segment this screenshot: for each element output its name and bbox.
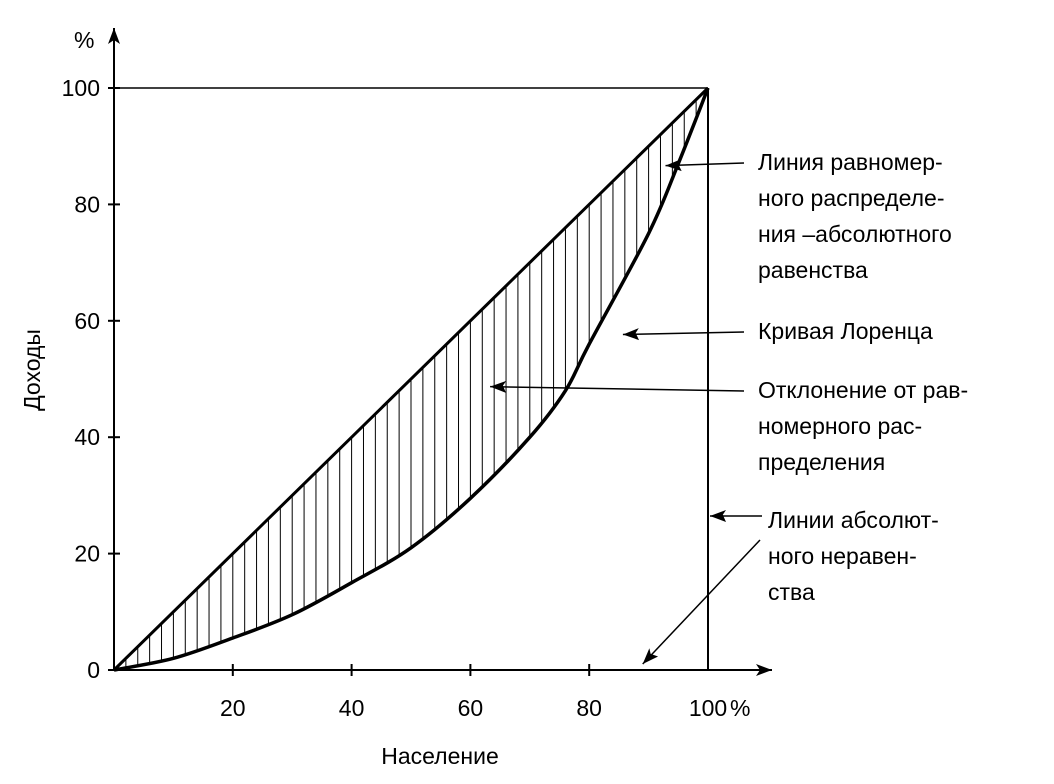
y-tick-label: 40 xyxy=(74,424,100,450)
y-tick-label: 0 xyxy=(87,657,100,683)
axes xyxy=(108,28,772,676)
deviation-annotation-arrow-head xyxy=(490,380,507,393)
x-axis-title: Население xyxy=(381,743,498,769)
equality-annotation-text: ного распределе- xyxy=(758,185,945,211)
inequality-annotation-arrow-horizontal xyxy=(642,539,761,665)
y-unit-label: % xyxy=(74,27,94,53)
y-tick-label: 20 xyxy=(74,541,100,567)
lorenz-annotation-text: Кривая Лоренца xyxy=(758,318,933,344)
inequality-annotation-arrow-vertical-head xyxy=(710,510,726,522)
equality-annotation-text: Линия равномер- xyxy=(758,149,943,175)
deviation-annotation-arrow xyxy=(490,385,745,392)
inequality-annotation-text: ства xyxy=(768,579,815,605)
x-tick-label: 80 xyxy=(576,695,602,721)
lorenz-annotation-arrow xyxy=(622,331,745,336)
equality-line xyxy=(112,86,710,672)
deviation-annotation-text: Отклонение от рав- xyxy=(758,377,968,403)
x-unit-label: % xyxy=(730,695,750,721)
equality-annotation-text: ния –абсолютного xyxy=(758,221,952,247)
x-tick-label: 20 xyxy=(220,695,246,721)
y-axis-arrow xyxy=(108,28,120,44)
inequality-annotation-arrow-horizontal-head xyxy=(642,648,659,664)
x-tick-label: 40 xyxy=(339,695,365,721)
lorenz-curve-line xyxy=(113,87,710,672)
x-tick-label: 60 xyxy=(458,695,484,721)
annotations: Линия равномер-ного распределе-ния –абсо… xyxy=(490,149,968,665)
inequality-annotation-text: Линии абсолют- xyxy=(768,507,939,533)
y-tick-label: 80 xyxy=(74,191,100,217)
deviation-annotation-text: номерного рас- xyxy=(758,413,922,439)
deviation-annotation-text: пределения xyxy=(758,449,885,475)
y-tick-label: 60 xyxy=(74,308,100,334)
deviation-hatching xyxy=(125,99,697,668)
series-lines xyxy=(112,86,710,672)
y-tick-label: 100 xyxy=(62,75,100,101)
axis-titles: % % Население Доходы xyxy=(19,27,750,769)
equality-annotation-arrow-head xyxy=(665,159,682,172)
x-tick-label: 100 xyxy=(689,695,727,721)
inequality-annotation-text: ного нeравен- xyxy=(768,543,917,569)
y-axis-title: Доходы xyxy=(19,329,45,411)
lorenz-annotation-arrow-head xyxy=(622,328,640,341)
x-axis-arrow xyxy=(756,664,772,676)
tick-labels: 0 20 40 60 80 100 20 40 60 80 100 xyxy=(62,75,728,721)
equality-annotation-text: равенства xyxy=(758,257,868,283)
